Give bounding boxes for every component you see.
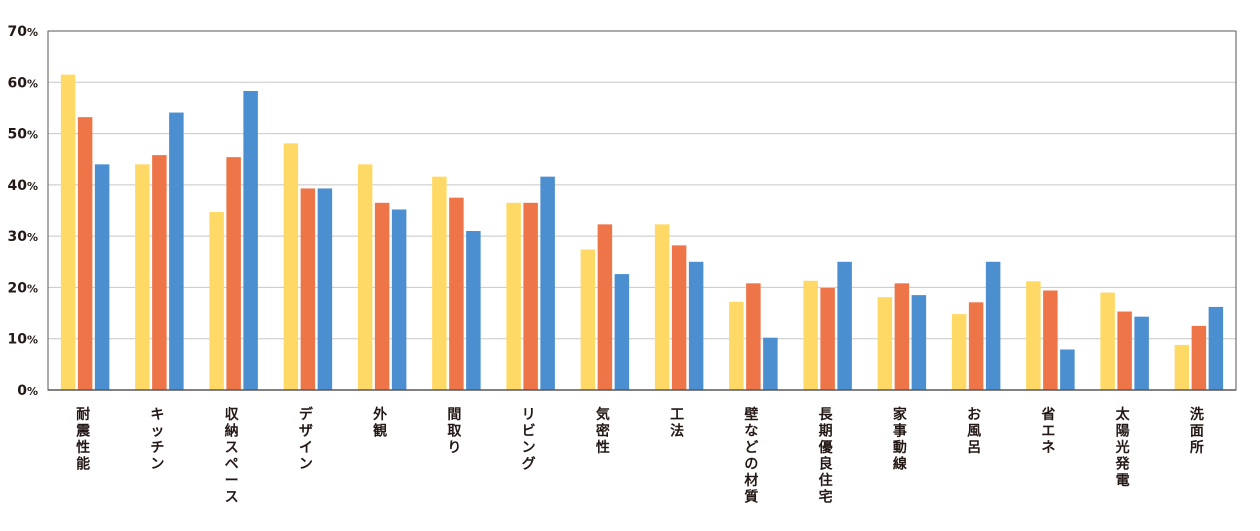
- bar-series-2: [597, 224, 613, 390]
- category-label: 家事動線: [893, 406, 908, 473]
- bar-series-1: [357, 164, 373, 390]
- bars: [60, 74, 1224, 391]
- bar-series-1: [580, 249, 596, 390]
- bar-series-3: [243, 91, 258, 391]
- y-tick-label: 60%: [7, 75, 38, 91]
- bar-series-3: [985, 261, 1001, 390]
- bar-series-2: [1191, 325, 1207, 390]
- bar-series-2: [300, 188, 316, 390]
- bar-series-3: [1134, 316, 1149, 390]
- bar-series-3: [169, 112, 184, 391]
- y-tick-unit: %: [27, 26, 38, 39]
- bar-series-3: [1060, 349, 1075, 390]
- bar-series-1: [60, 74, 76, 390]
- bar-series-1: [283, 143, 299, 390]
- bar-series-1: [1174, 344, 1190, 390]
- bar-series-1: [432, 176, 447, 390]
- bar-series-1: [951, 314, 967, 390]
- y-tick-number: 10: [7, 332, 27, 348]
- category-labels: 耐震性能 キッチン 収納スペース デザイン 外観 間取り リビング 気密性 工法 壁などの材質 長期…: [75, 406, 1204, 506]
- y-tick-number: 0: [17, 383, 27, 399]
- bar-series-3: [763, 337, 778, 390]
- y-tick-unit: %: [27, 385, 38, 398]
- bar-series-2: [671, 245, 687, 390]
- bar-series-2: [1043, 290, 1058, 390]
- y-tick-label: 10%: [7, 332, 38, 348]
- grid-lines: [48, 81, 1236, 340]
- y-tick-unit: %: [27, 334, 38, 347]
- category-label: デザイン: [299, 406, 314, 473]
- bar-series-3: [1208, 306, 1224, 390]
- bar-series-2: [1117, 311, 1132, 390]
- bar-series-3: [94, 164, 110, 390]
- bar-series-1: [506, 202, 521, 390]
- y-tick-number: 50: [7, 127, 27, 143]
- category-label: 工法: [670, 407, 684, 440]
- bar-series-2: [152, 155, 167, 390]
- bar-series-2: [968, 302, 984, 390]
- category-label: 間取り: [447, 407, 462, 456]
- y-tick-unit: %: [27, 129, 38, 142]
- bar-series-2: [374, 202, 390, 390]
- bar-series-1: [209, 212, 224, 390]
- bar-series-1: [1026, 281, 1041, 390]
- category-label: 収納スペース: [225, 406, 240, 506]
- y-tick-unit: %: [27, 77, 38, 90]
- y-tick-labels: 70%60%50%40%30%20%10%0%: [7, 24, 38, 399]
- category-label: 長期優良住宅: [818, 407, 834, 506]
- bar-series-3: [911, 295, 927, 390]
- category-label: 外観: [373, 406, 387, 440]
- y-tick-label: 50%: [7, 127, 38, 143]
- plot-frame: [47, 30, 1237, 391]
- y-tick-label: 20%: [7, 280, 38, 296]
- category-label: 壁などの材質: [744, 406, 758, 506]
- bar-series-1: [654, 224, 670, 390]
- bar-series-2: [449, 197, 464, 390]
- y-tick-number: 70: [7, 24, 27, 40]
- bar-series-3: [688, 261, 704, 390]
- bar-series-1: [877, 297, 893, 390]
- bar-series-3: [466, 231, 481, 390]
- category-label: 耐震性能: [75, 406, 91, 473]
- bar-series-3: [614, 274, 630, 390]
- bar-series-3: [837, 261, 852, 390]
- category-label: 気密性: [595, 406, 610, 456]
- bar-series-2: [523, 202, 538, 390]
- y-tick-unit: %: [27, 231, 38, 244]
- y-tick-label: 0%: [17, 383, 38, 399]
- bar-series-3: [391, 209, 407, 390]
- y-tick-label: 40%: [7, 178, 38, 194]
- y-tick-unit: %: [27, 282, 38, 295]
- category-label: 洗面所: [1190, 406, 1204, 456]
- y-tick-number: 60: [7, 75, 27, 91]
- bar-series-2: [894, 283, 910, 390]
- bar-series-1: [1100, 292, 1115, 390]
- bar-series-3: [317, 188, 333, 390]
- category-label: キッチン: [150, 407, 164, 473]
- bar-series-1: [135, 164, 150, 390]
- y-tick-number: 30: [7, 229, 27, 245]
- bar-series-1: [803, 280, 818, 390]
- y-tick-label: 70%: [7, 24, 38, 40]
- y-tick-unit: %: [27, 180, 38, 193]
- axes: [47, 30, 1237, 391]
- y-tick-number: 40: [7, 178, 27, 194]
- y-tick-number: 20: [7, 280, 27, 296]
- bar-series-2: [820, 287, 835, 390]
- y-tick-label: 30%: [7, 229, 38, 245]
- bar-series-3: [540, 176, 555, 390]
- bar-series-2: [226, 157, 241, 390]
- bar-series-2: [746, 283, 761, 390]
- category-label: リビング: [522, 407, 536, 473]
- category-label: 太陽光発電: [1115, 406, 1131, 489]
- bar-series-1: [729, 301, 744, 390]
- category-label: お風呂: [967, 407, 981, 456]
- bar-series-2: [77, 117, 93, 390]
- category-label: 省エネ: [1040, 406, 1055, 456]
